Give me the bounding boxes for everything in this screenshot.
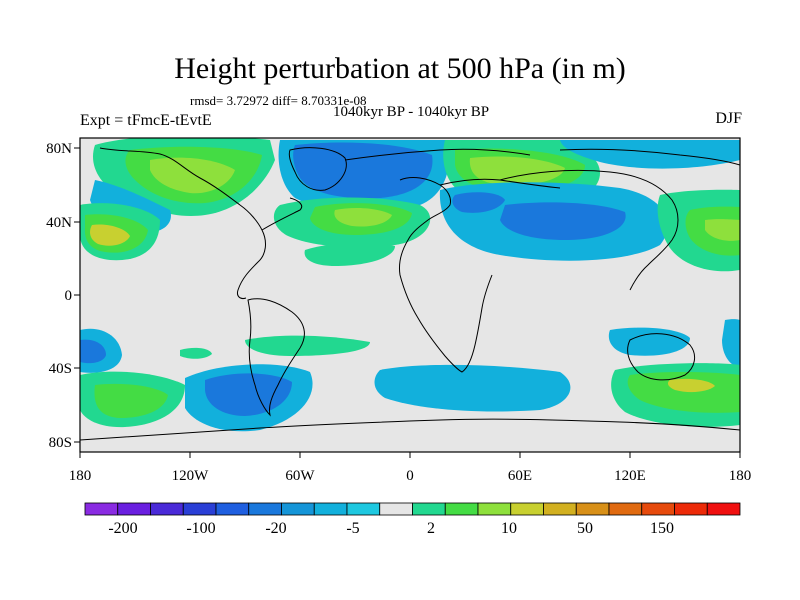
colorbar-label-minus20: -20	[265, 520, 286, 537]
colorbar-swatch	[150, 502, 184, 516]
field-south-indian-peak	[667, 378, 715, 393]
field-north-america-peak	[150, 157, 235, 194]
field-east-pacific-peak	[705, 219, 740, 241]
colorbar-swatch	[412, 502, 446, 516]
lon-label-120w: 120W	[172, 468, 210, 484]
colorbar-label-minus200: -200	[108, 520, 137, 537]
lon-label-60e: 60E	[508, 468, 532, 484]
lon-label-180w: 180	[69, 468, 92, 484]
colorbar-swatch	[706, 502, 741, 516]
experiment-label: Expt = tFmcE-tEvtE	[80, 112, 212, 129]
field-south-atlantic-positive	[245, 335, 370, 356]
colorbar-swatch	[84, 502, 119, 516]
season-label: DJF	[715, 110, 742, 127]
colorbar-swatch	[281, 502, 315, 516]
field-pacific-west-peak	[90, 224, 130, 246]
colorbar-swatch	[379, 502, 413, 516]
plot-title: Height perturbation at 500 hPa (in m)	[174, 52, 626, 85]
colorbar-label-50: 50	[577, 520, 593, 537]
lat-label-40n: 40N	[46, 215, 72, 231]
colorbar-swatch	[543, 502, 577, 516]
field-south-pacific-positive-inner	[94, 383, 168, 418]
lat-label-40s: 40S	[49, 361, 72, 377]
colorbar-swatch	[117, 502, 151, 516]
contour-fields	[80, 138, 740, 441]
field-asia-negative-inner	[500, 202, 626, 240]
lat-label-80n: 80N	[46, 141, 72, 157]
coastlines	[80, 147, 740, 441]
colorbar-swatch	[444, 502, 479, 516]
colorbar-label-minus100: -100	[186, 520, 215, 537]
lon-label-120e: 120E	[614, 468, 646, 484]
field-subtropical-positive	[304, 242, 395, 266]
colorbar-label-150: 150	[650, 520, 674, 537]
colorbar-swatch	[313, 502, 348, 516]
colorbar	[84, 502, 741, 516]
lon-label-0: 0	[406, 468, 414, 484]
colorbar-swatch	[215, 502, 250, 516]
stats-text: rmsd= 3.72972 diff= 8.70331e-08	[190, 93, 367, 108]
field-north-atlantic-negative-inner	[293, 142, 433, 199]
lon-label-60w: 60W	[285, 468, 315, 484]
axis-ticks	[74, 147, 741, 458]
field-south-atlantic-small	[180, 347, 212, 359]
field-southern-ocean-negative	[374, 364, 571, 412]
colorbar-swatch	[575, 502, 610, 516]
colorbar-swatch	[477, 502, 512, 516]
field-eurasia-north-peak	[469, 156, 565, 186]
colorbar-swatch	[248, 502, 282, 516]
colorbar-swatch	[674, 502, 708, 516]
field-arctic-east-negative	[560, 140, 740, 169]
lon-label-180e: 180	[729, 468, 752, 484]
field-atlantic-peak	[334, 207, 392, 227]
field-asia-negative-core	[452, 192, 505, 213]
colorbar-swatch	[608, 502, 643, 516]
lat-label-0: 0	[65, 288, 73, 304]
lat-label-80s: 80S	[49, 435, 72, 451]
field-southern-ocean-negative-c	[722, 319, 740, 368]
colorbar-swatch	[641, 502, 675, 516]
colorbar-label-2: 2	[427, 520, 435, 537]
colorbar-label-minus5: -5	[346, 520, 359, 537]
colorbar-swatch	[510, 502, 544, 516]
colorbar-label-10: 10	[501, 520, 517, 537]
period-text: 1040kyr BP - 1040kyr BP	[332, 104, 490, 120]
field-south-pacific-west-negative-inner	[80, 339, 106, 364]
colorbar-swatch	[182, 502, 217, 516]
colorbar-swatch	[346, 502, 381, 516]
field-south-indian-positive-inner	[627, 371, 740, 413]
